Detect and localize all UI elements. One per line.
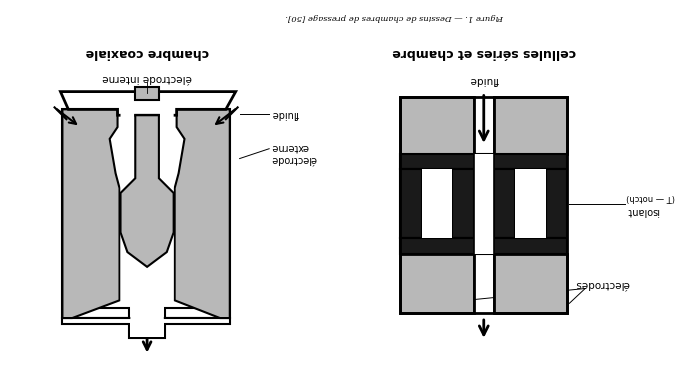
Bar (515, 170, 546, 238)
Bar (400, 97, 474, 154)
Bar (400, 254, 474, 313)
Bar (494, 254, 567, 313)
Bar (130, 322, 164, 337)
Text: cellules séries et chambre: cellules séries et chambre (392, 46, 576, 59)
Polygon shape (62, 109, 130, 318)
Bar (452, 170, 474, 238)
Bar (400, 154, 567, 170)
Text: électrode: électrode (271, 154, 317, 164)
Text: (T — notch): (T — notch) (626, 194, 676, 203)
Polygon shape (62, 109, 119, 318)
Text: isolant: isolant (626, 206, 659, 216)
Bar (135, 87, 159, 100)
Bar (546, 170, 567, 238)
Bar (474, 154, 494, 170)
Text: électrodes: électrodes (575, 279, 629, 289)
Text: Figure 1. — Dessins de chambres de pressage [50].: Figure 1. — Dessins de chambres de press… (286, 13, 504, 21)
Polygon shape (165, 109, 230, 318)
Bar (400, 97, 567, 313)
Text: externe: externe (271, 142, 309, 152)
Polygon shape (60, 92, 236, 115)
Text: fluide: fluide (271, 109, 298, 119)
Polygon shape (121, 111, 174, 322)
Text: fluide: fluide (469, 75, 499, 85)
Bar (400, 238, 567, 254)
Polygon shape (62, 318, 230, 338)
Text: électrode interne: électrode interne (102, 73, 192, 83)
Bar (494, 97, 567, 154)
Bar (474, 170, 494, 238)
Bar (400, 170, 422, 238)
Bar (494, 170, 515, 238)
Bar (474, 238, 494, 254)
Polygon shape (121, 115, 174, 267)
Polygon shape (175, 109, 230, 318)
Bar (422, 170, 452, 238)
Text: chambre coaxiale: chambre coaxiale (85, 46, 209, 59)
